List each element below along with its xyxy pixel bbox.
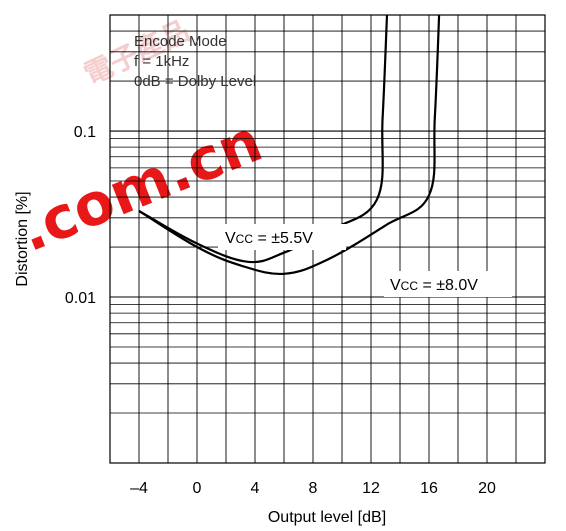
svg-text:VCC = ±8.0V: VCC = ±8.0V	[390, 277, 478, 294]
annotation-line-3: 0dB = Dolby Level	[134, 73, 256, 90]
x-tick-label: –4	[130, 480, 148, 497]
x-axis-label: Output level [dB]	[268, 509, 386, 526]
y-tick-label: 0.1	[74, 124, 96, 141]
x-tick-label: 12	[362, 480, 380, 497]
x-tick-label: 16	[420, 480, 438, 497]
x-tick-label: 20	[478, 480, 496, 497]
series-line-1	[138, 14, 441, 276]
series-label-vcc-8v0-main: V	[390, 277, 401, 294]
series-label-vcc-5v5: VCC = ±5.5V	[218, 224, 346, 250]
series-label-vcc-5v5-rest: = ±5.5V	[253, 230, 313, 247]
x-tick-labels: –4 0 4 8 12 16 20	[130, 480, 496, 497]
x-tick-label: 4	[251, 480, 260, 497]
x-tick-label: 0	[193, 480, 202, 497]
y-tick-label: 0.01	[65, 290, 96, 307]
series-label-vcc-8v0-sub: CC	[401, 279, 419, 293]
series-label-vcc-5v5-main: V	[225, 230, 236, 247]
svg-text:VCC = ±5.5V: VCC = ±5.5V	[225, 230, 313, 247]
annotation-line-1: Encode Mode	[134, 33, 227, 50]
x-tick-label: 8	[309, 480, 318, 497]
series-label-vcc-5v5-sub: CC	[236, 232, 254, 246]
series-label-vcc-8v0: VCC = ±8.0V	[384, 271, 512, 297]
plot-frame	[109, 14, 546, 464]
annotation-line-2: f = 1kHz	[134, 53, 189, 70]
y-axis-label: Distortion [%]	[14, 191, 31, 286]
y-tick-labels: 0.01 0.1	[65, 124, 96, 307]
series-label-vcc-8v0-rest: = ±8.0V	[418, 277, 478, 294]
annotation: Encode Mode f = 1kHz 0dB = Dolby Level	[134, 33, 256, 90]
